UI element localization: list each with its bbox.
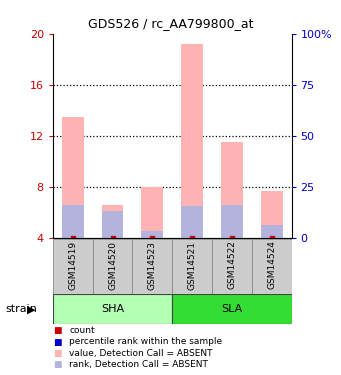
Bar <box>261 191 283 238</box>
Text: strain: strain <box>5 304 37 314</box>
Bar <box>261 225 283 238</box>
Text: ■: ■ <box>53 360 61 369</box>
Bar <box>102 211 123 238</box>
Text: count: count <box>69 326 95 335</box>
Text: GSM14519: GSM14519 <box>68 240 77 290</box>
Bar <box>62 117 84 238</box>
Text: GSM14524: GSM14524 <box>267 240 276 290</box>
Text: ■: ■ <box>53 338 61 346</box>
Text: percentile rank within the sample: percentile rank within the sample <box>69 338 222 346</box>
Bar <box>221 142 243 238</box>
Bar <box>172 239 212 294</box>
Bar <box>102 205 123 238</box>
Bar <box>181 206 203 238</box>
Text: ■: ■ <box>53 349 61 358</box>
Text: GSM14520: GSM14520 <box>108 240 117 290</box>
Bar <box>252 239 292 294</box>
Text: ■: ■ <box>53 326 61 335</box>
Bar <box>142 231 163 238</box>
Bar <box>62 205 84 238</box>
Text: GSM14523: GSM14523 <box>148 240 157 290</box>
Bar <box>53 239 93 294</box>
Text: SLA: SLA <box>221 304 242 314</box>
Text: GSM14522: GSM14522 <box>227 240 236 290</box>
Bar <box>221 205 243 238</box>
Text: GDS526 / rc_AA799800_at: GDS526 / rc_AA799800_at <box>88 17 253 30</box>
Bar <box>142 187 163 238</box>
Bar <box>93 239 132 294</box>
Text: ▶: ▶ <box>27 304 35 314</box>
Bar <box>53 294 172 324</box>
Text: value, Detection Call = ABSENT: value, Detection Call = ABSENT <box>69 349 213 358</box>
Text: GSM14521: GSM14521 <box>188 240 197 290</box>
Text: SHA: SHA <box>101 304 124 314</box>
Bar <box>132 239 172 294</box>
Bar <box>212 239 252 294</box>
Text: rank, Detection Call = ABSENT: rank, Detection Call = ABSENT <box>69 360 208 369</box>
Bar <box>181 44 203 238</box>
Bar <box>172 294 292 324</box>
